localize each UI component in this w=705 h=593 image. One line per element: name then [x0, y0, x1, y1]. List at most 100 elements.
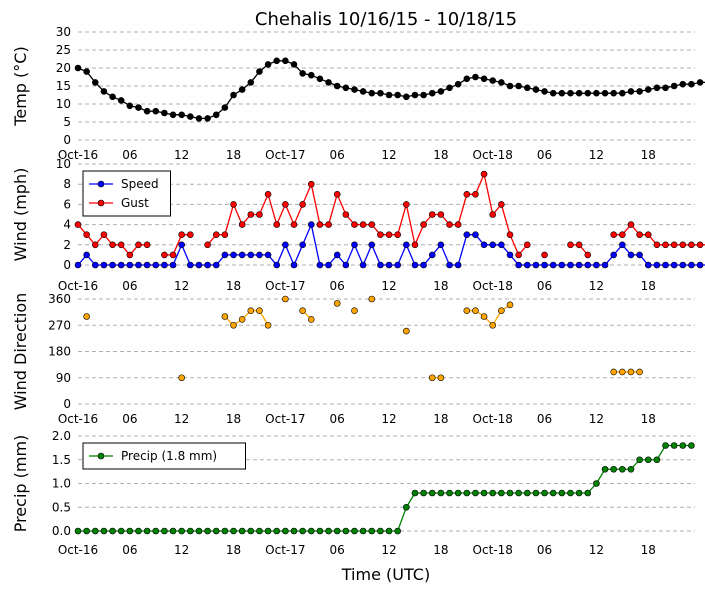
x-tick-label: Oct-17: [265, 543, 305, 557]
legend-label: Gust: [121, 196, 149, 210]
data-point: [264, 527, 272, 535]
data-point: [489, 321, 497, 329]
data-point: [489, 489, 497, 497]
data-point: [627, 221, 635, 228]
x-tick-label: Oct-16: [58, 279, 98, 293]
data-point: [619, 231, 626, 238]
data-point: [584, 261, 592, 269]
data-point: [593, 480, 600, 487]
data-point: [273, 527, 281, 535]
data-point: [74, 64, 82, 72]
data-point: [385, 261, 393, 269]
data-point: [100, 231, 108, 238]
data-point: [644, 231, 652, 238]
data-point: [212, 261, 220, 269]
data-point: [385, 91, 393, 99]
data-point: [204, 241, 211, 249]
data-point: [126, 527, 134, 535]
y-tick-label: 10: [56, 157, 71, 171]
data-point: [644, 86, 652, 93]
x-tick-label: 18: [641, 279, 656, 293]
data-point: [403, 503, 410, 511]
chart-title: Chehalis 10/16/15 - 10/18/15: [255, 9, 517, 30]
data-point: [290, 527, 298, 535]
data-point: [74, 527, 82, 535]
data-point: [230, 251, 237, 259]
data-point: [403, 241, 410, 249]
data-point: [161, 251, 168, 259]
data-point: [532, 489, 540, 497]
x-tick-label: 18: [226, 412, 241, 426]
data-point: [437, 241, 445, 249]
data-point: [333, 300, 341, 307]
data-point: [463, 489, 471, 497]
data-point: [325, 527, 332, 535]
data-point: [126, 251, 134, 259]
data-point: [221, 313, 229, 320]
data-point: [377, 89, 384, 97]
data-point: [178, 231, 185, 238]
x-tick-label: 12: [381, 543, 396, 557]
x-tick-label: Oct-17: [265, 279, 305, 293]
data-point: [83, 231, 90, 238]
data-point: [411, 91, 419, 99]
x-tick-label: 06: [122, 148, 137, 162]
x-tick-label: 12: [174, 412, 189, 426]
data-point: [290, 221, 298, 228]
y-tick-label: 1.5: [52, 453, 71, 467]
data-point: [230, 201, 237, 208]
y-axis-label: Precip (mm): [11, 435, 30, 533]
data-point: [601, 465, 609, 473]
series-line: [224, 304, 640, 379]
y-tick-label: 8: [63, 177, 71, 191]
data-point: [480, 489, 488, 497]
y-tick-label: 20: [56, 61, 71, 75]
data-point: [696, 241, 704, 249]
data-point: [282, 527, 289, 535]
data-point: [420, 261, 427, 269]
data-point: [359, 527, 367, 535]
data-point: [696, 79, 704, 86]
data-point: [178, 527, 185, 535]
data-point: [420, 91, 427, 99]
legend-label: Speed: [121, 177, 159, 191]
data-point: [662, 84, 669, 92]
data-point: [117, 97, 125, 104]
data-point: [653, 261, 661, 269]
data-point: [161, 261, 168, 269]
data-point: [109, 527, 116, 535]
data-point: [463, 231, 471, 238]
data-point: [549, 489, 557, 497]
data-point: [117, 241, 125, 249]
data-point: [282, 241, 289, 249]
data-point: [238, 86, 246, 93]
data-point: [307, 316, 315, 323]
y-tick-label: 2.0: [52, 429, 71, 443]
data-point: [558, 89, 566, 97]
x-tick-label: Oct-16: [58, 148, 98, 162]
data-point: [567, 489, 574, 497]
data-point: [316, 221, 324, 228]
data-point: [428, 211, 436, 218]
data-point: [610, 465, 617, 473]
y-tick-label: 10: [56, 97, 71, 111]
data-point: [351, 241, 358, 249]
data-point: [454, 221, 462, 228]
data-point: [221, 104, 229, 111]
x-tick-label: 18: [433, 412, 448, 426]
data-point: [359, 221, 367, 228]
x-tick-label: 12: [589, 148, 604, 162]
data-point: [437, 374, 445, 382]
data-point: [109, 261, 116, 269]
data-point: [282, 295, 289, 303]
data-point: [437, 211, 445, 218]
data-point: [74, 221, 82, 228]
x-tick-label: 18: [641, 148, 656, 162]
data-point: [91, 241, 99, 249]
series-1: [74, 442, 695, 535]
data-point: [411, 261, 419, 269]
data-point: [523, 241, 531, 249]
x-tick-label: 12: [174, 543, 189, 557]
